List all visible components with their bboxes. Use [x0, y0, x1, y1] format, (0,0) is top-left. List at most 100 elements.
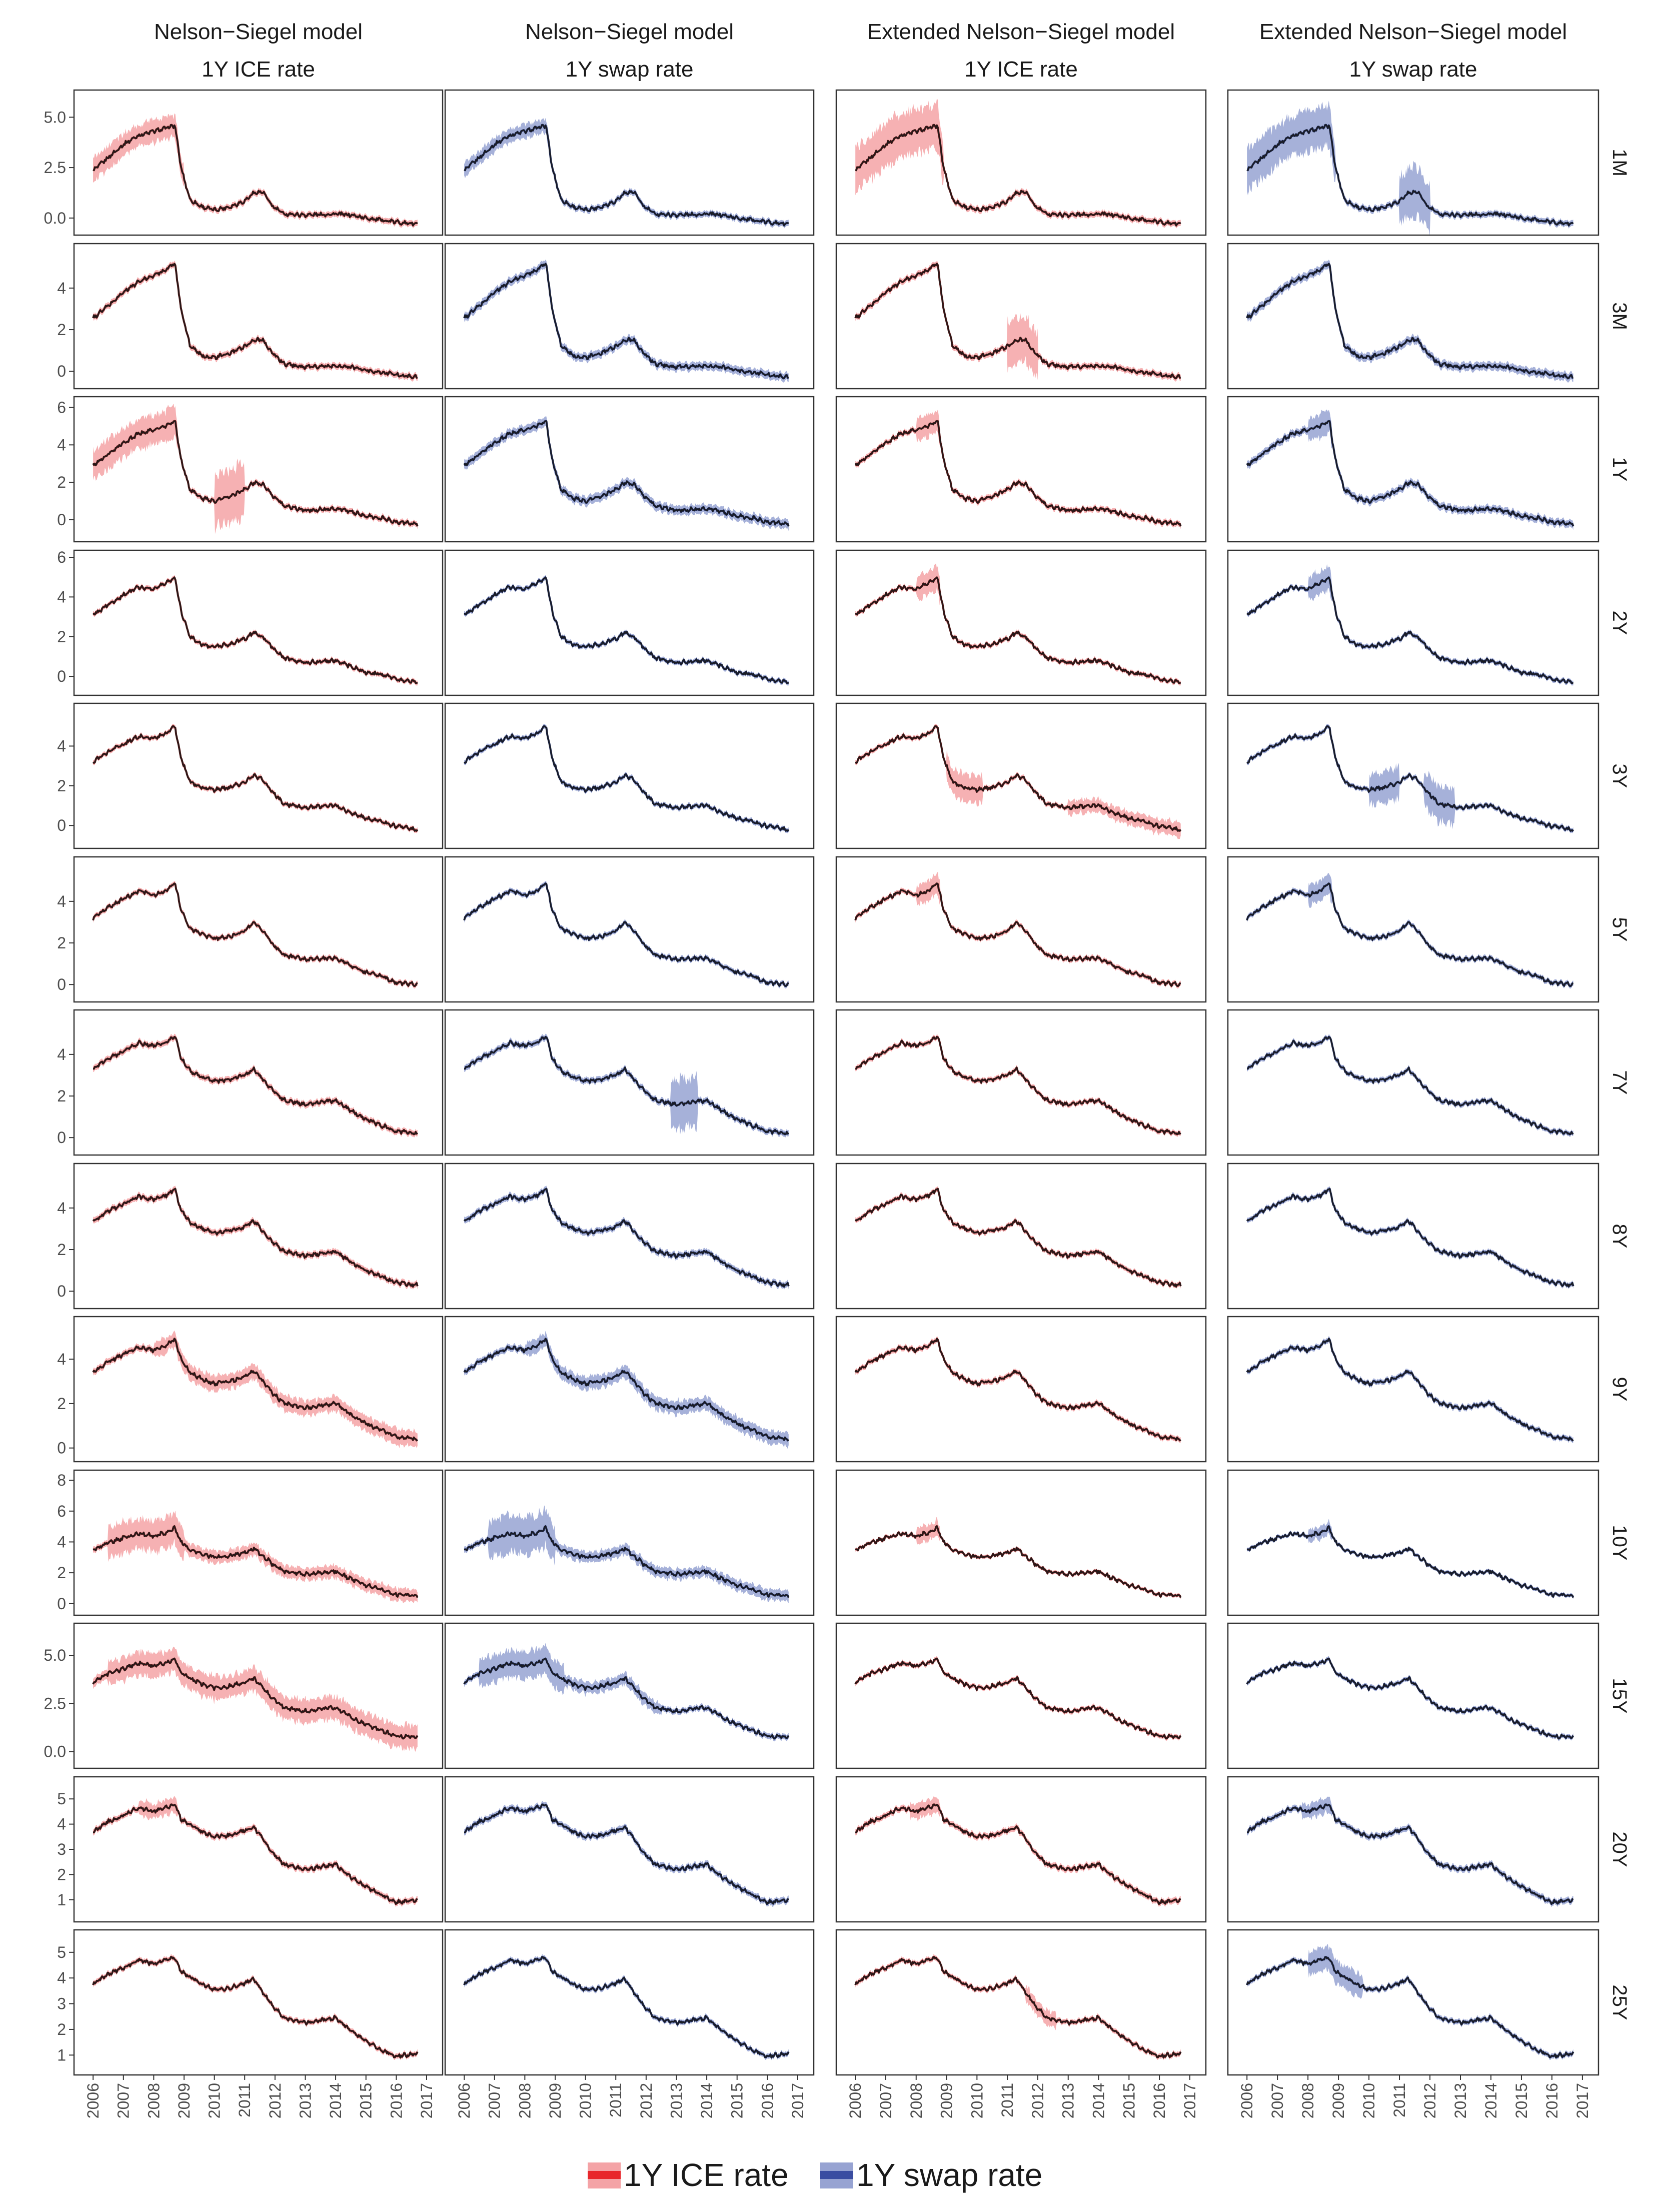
x-tick-label: 2015 — [1120, 2083, 1138, 2118]
x-tick-label: 2016 — [758, 2083, 776, 2118]
estimate-line — [464, 420, 789, 527]
chart-panel — [835, 856, 1207, 1003]
estimate-line — [855, 1956, 1181, 2058]
row-label: 2Y — [1608, 611, 1630, 635]
legend-item: 1Y swap rate — [820, 2157, 1042, 2193]
y-tick-label: 2 — [57, 1241, 66, 1259]
x-tick-label: 2007 — [1268, 2083, 1286, 2118]
panel-border — [835, 1163, 1207, 1310]
column-title-rate: 1Y ICE rate — [202, 57, 315, 82]
y-tick-label: 0 — [57, 816, 66, 834]
x-tick-label: 2011 — [607, 2083, 625, 2117]
chart-panel — [444, 89, 815, 236]
y-tick-label: 2 — [57, 1087, 66, 1105]
panel-border — [1227, 1009, 1599, 1156]
x-tick-label: 2006 — [846, 2083, 864, 2118]
x-tick-label: 2010 — [206, 2083, 224, 2118]
estimate-line — [93, 577, 418, 684]
rate-line — [463, 420, 790, 527]
estimate-line — [1246, 1956, 1574, 2058]
confidence-band — [464, 575, 789, 686]
estimate-line — [93, 1804, 418, 1905]
estimate-line — [1246, 1525, 1574, 1598]
panel-border — [1227, 1622, 1599, 1769]
panel-border — [73, 243, 444, 390]
panel-border — [444, 702, 815, 849]
chart-panel — [1227, 1469, 1599, 1616]
y-tick-label: 4 — [57, 1815, 66, 1833]
x-tick-label: 2016 — [1543, 2083, 1561, 2118]
estimate-line — [464, 1525, 789, 1598]
x-tick-label: 2007 — [486, 2083, 504, 2118]
estimate-line — [464, 1658, 789, 1739]
estimate-line — [464, 725, 789, 832]
chart-panel — [835, 89, 1207, 236]
chart-panel — [444, 1009, 815, 1156]
y-tick-label: 0 — [57, 667, 66, 685]
legend-key-line — [588, 2171, 621, 2179]
confidence-band — [93, 261, 418, 382]
panel-border — [444, 1622, 815, 1769]
y-tick-label: 5 — [57, 1943, 66, 1961]
row-label: 7Y — [1608, 1070, 1630, 1095]
x-tick-label: 2014 — [1090, 2083, 1108, 2118]
confidence-band — [93, 113, 418, 229]
panel-border — [835, 1776, 1207, 1923]
x-tick-label: 2009 — [546, 2083, 564, 2118]
panel-border — [73, 1622, 444, 1769]
rate-line — [92, 882, 418, 987]
estimate-line — [855, 1188, 1181, 1288]
rate-line — [855, 1035, 1181, 1136]
estimate-line — [855, 1338, 1181, 1441]
estimate-line — [93, 124, 418, 226]
panel-border — [444, 549, 815, 696]
rate-line — [854, 1188, 1182, 1288]
estimate-line — [855, 263, 1181, 379]
chart-panel — [444, 396, 815, 543]
x-tick-label: 2007 — [877, 2083, 895, 2118]
y-tick-label: 0 — [57, 1595, 66, 1613]
estimate-line — [1247, 1036, 1574, 1135]
x-tick-label: 2013 — [1059, 2083, 1077, 2118]
rate-line — [854, 882, 1181, 987]
estimate-line — [1246, 263, 1573, 379]
legend-key-line — [820, 2171, 853, 2179]
estimate-line — [93, 1658, 418, 1739]
chart-panel — [1227, 1929, 1599, 2076]
chart-panel — [1227, 856, 1599, 1003]
y-tick-label: 5.0 — [44, 108, 66, 126]
y-tick-label: 0.0 — [44, 1743, 66, 1761]
y-tick-label: 0 — [57, 1282, 66, 1300]
estimate-line — [855, 124, 1181, 226]
confidence-band — [93, 1330, 418, 1448]
y-tick-label: 3 — [57, 1995, 66, 2013]
estimate-line — [1246, 883, 1573, 987]
y-tick-label: 2.5 — [44, 1694, 66, 1712]
rate-line — [855, 1525, 1182, 1598]
chart-panel — [835, 1469, 1207, 1616]
chart-panel — [73, 702, 444, 849]
estimate-line — [93, 1036, 418, 1135]
chart-panel — [444, 1929, 815, 2076]
rate-line — [464, 1803, 789, 1905]
chart-panel — [444, 1776, 815, 1923]
confidence-band — [1247, 564, 1573, 686]
y-tick-label: 4 — [57, 1199, 66, 1217]
x-tick-label: 2008 — [516, 2083, 534, 2118]
chart-panel — [73, 1469, 444, 1616]
estimate-line — [855, 1804, 1181, 1905]
panel-border — [73, 702, 444, 849]
chart-panel — [1227, 1163, 1599, 1310]
panel-border — [835, 1622, 1207, 1769]
chart-panel — [835, 396, 1207, 543]
x-tick-label: 2012 — [637, 2083, 655, 2118]
confidence-band — [1247, 101, 1573, 237]
estimate-line — [93, 1956, 418, 2058]
rate-line — [93, 1803, 418, 1905]
chart-panel — [444, 243, 815, 390]
confidence-band — [1247, 409, 1573, 530]
x-tick-label: 2013 — [1451, 2083, 1469, 2118]
chart-panel — [835, 1622, 1207, 1769]
confidence-band — [1247, 1336, 1573, 1443]
